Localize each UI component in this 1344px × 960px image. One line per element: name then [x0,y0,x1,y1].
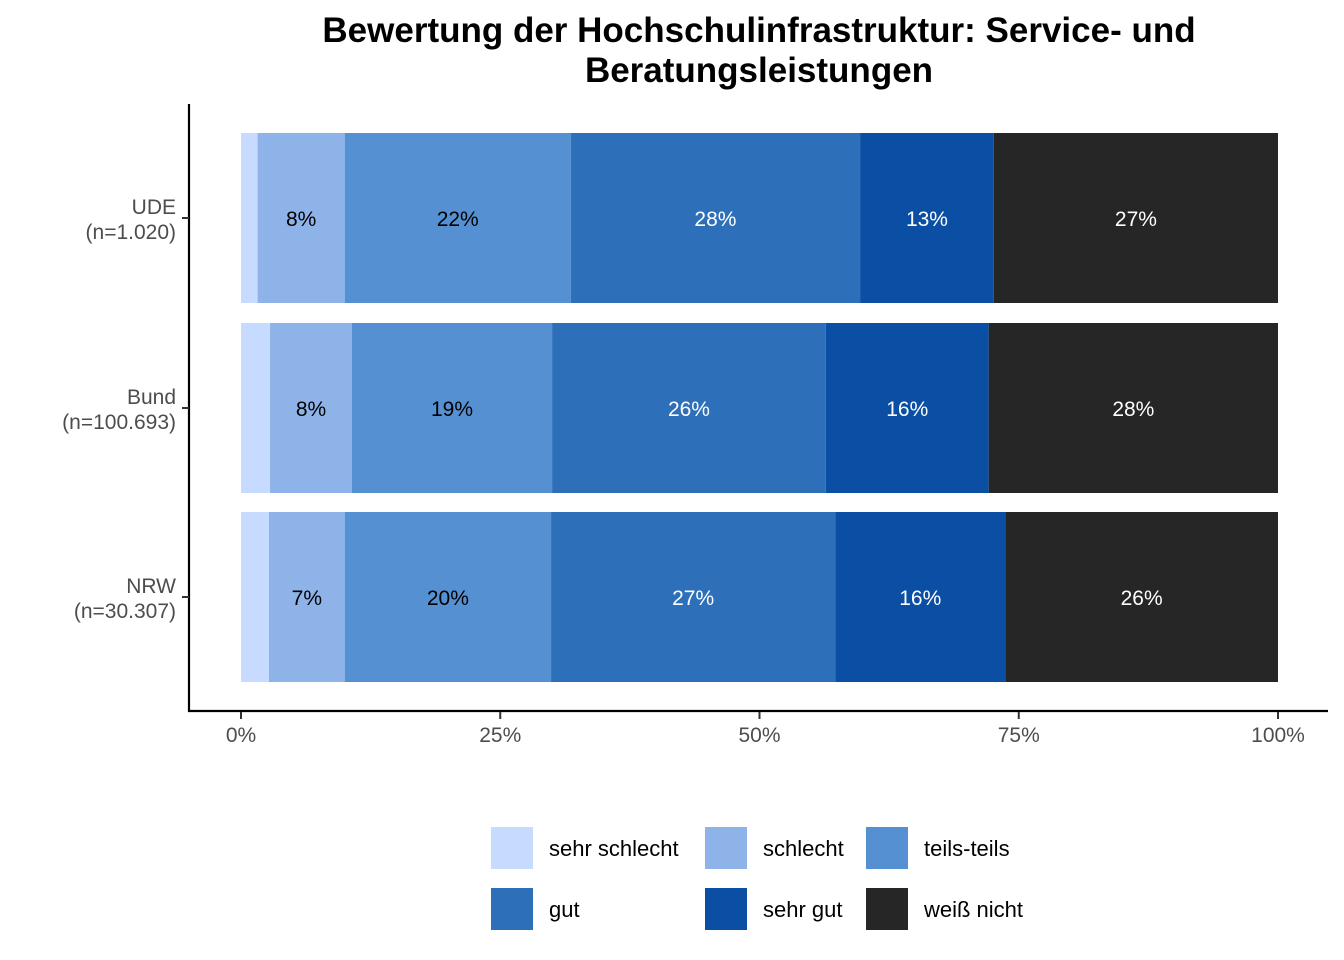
legend: sehr schlecht schlecht teils-teils gut sehr … [491,827,1023,930]
legend-swatch-sehr-gut [705,888,747,930]
y-axis-labels: UDE(n=1.020) Bund(n=100.693) NRW(n=30.307) [62,196,189,623]
y-label-nrw: NRW [126,575,176,598]
legend-swatch-schlecht [705,827,747,869]
bar-label-nrw-4: 16% [899,587,941,610]
bar-segment-bund-4 [825,323,989,493]
bar-label-ude-5: 27% [1115,208,1157,231]
bar-segment-nrw-5 [1005,512,1278,682]
bar-label-ude-2: 22% [437,208,479,231]
bar-segment-bund-1 [270,323,352,493]
bar-segment-bund-3 [552,323,826,493]
bar-label-ude-3: 28% [694,208,736,231]
bar-segment-ude-3 [570,133,861,303]
bar-label-bund-2: 19% [431,398,473,421]
bar-segment-ude-1 [257,133,345,303]
legend-swatch-wei-nicht [866,888,908,930]
bar-segment-bund-5 [988,323,1278,493]
x-tick-label-75: 75% [998,724,1040,747]
legend-label-schlecht: schlecht [763,836,844,861]
bar-label-nrw-5: 26% [1121,587,1163,610]
x-axis-ticks: 0% 25% 50% 75% 100% [226,712,1305,747]
bar-segment-nrw-1 [269,512,345,682]
chart-title-line-1: Bewertung der Hochschulinfrastruktur: Se… [322,11,1195,50]
bar-label-bund-1: 8% [296,398,326,421]
bar-label-bund-4: 16% [886,398,928,421]
x-tick-label-100: 100% [1251,724,1305,747]
legend-label-teils-teils: teils-teils [924,836,1010,861]
bar-label-bund-5: 28% [1112,398,1154,421]
legend-label-sehr-gut: sehr gut [763,897,843,922]
legend-swatch-sehr-schlecht [491,827,533,869]
x-tick-label-25: 25% [479,724,521,747]
bar-segment-nrw-3 [551,512,836,682]
bar-label-ude-1: 8% [286,208,316,231]
bar-label-bund-3: 26% [668,398,710,421]
bar-segment-bund-2 [351,323,553,493]
bar-segment-ude-0 [241,133,258,303]
legend-label-sehr-schlecht: sehr schlecht [549,836,679,861]
bar-segment-ude-4 [860,133,994,303]
y-label-n-nrw: (n=30.307) [74,600,176,623]
legend-swatch-teils-teils [866,827,908,869]
legend-label-gut: gut [549,897,580,922]
x-tick-label-50: 50% [738,724,780,747]
bar-label-nrw-1: 7% [292,587,322,610]
bar-segment-ude-2 [344,133,571,303]
bar-segment-nrw-0 [241,512,269,682]
x-tick-label-0: 0% [226,724,256,747]
y-label-bund: Bund [127,386,176,409]
bar-segment-nrw-2 [344,512,552,682]
bar-label-ude-4: 13% [906,208,948,231]
y-label-ude: UDE [132,196,176,219]
y-label-n-ude: (n=1.020) [86,221,176,244]
bar-label-nrw-2: 20% [427,587,469,610]
bar-segment-ude-5 [993,133,1278,303]
legend-label-wei-nicht: weiß nicht [923,897,1023,922]
bars-layer [241,133,1278,682]
chart-title: Bewertung der Hochschulinfrastruktur: Se… [322,11,1195,90]
y-label-n-bund: (n=100.693) [62,411,176,434]
bar-labels-layer: 8% 22% 28% 13% 27% 8% 19% 26% 16% 28% 7% 20% 27% 16% 2… [286,208,1163,610]
bar-label-nrw-3: 27% [672,587,714,610]
bar-segment-bund-0 [241,323,271,493]
bar-segment-nrw-4 [835,512,1006,682]
legend-swatch-gut [491,888,533,930]
chart-title-line-2: Beratungsleistungen [585,51,933,90]
